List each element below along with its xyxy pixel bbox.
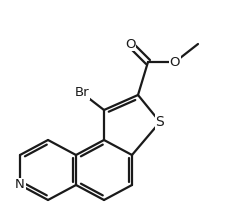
Text: S: S — [156, 115, 164, 129]
Text: O: O — [125, 38, 135, 50]
Text: Br: Br — [75, 87, 89, 100]
Text: O: O — [170, 55, 180, 68]
Text: N: N — [15, 178, 25, 192]
